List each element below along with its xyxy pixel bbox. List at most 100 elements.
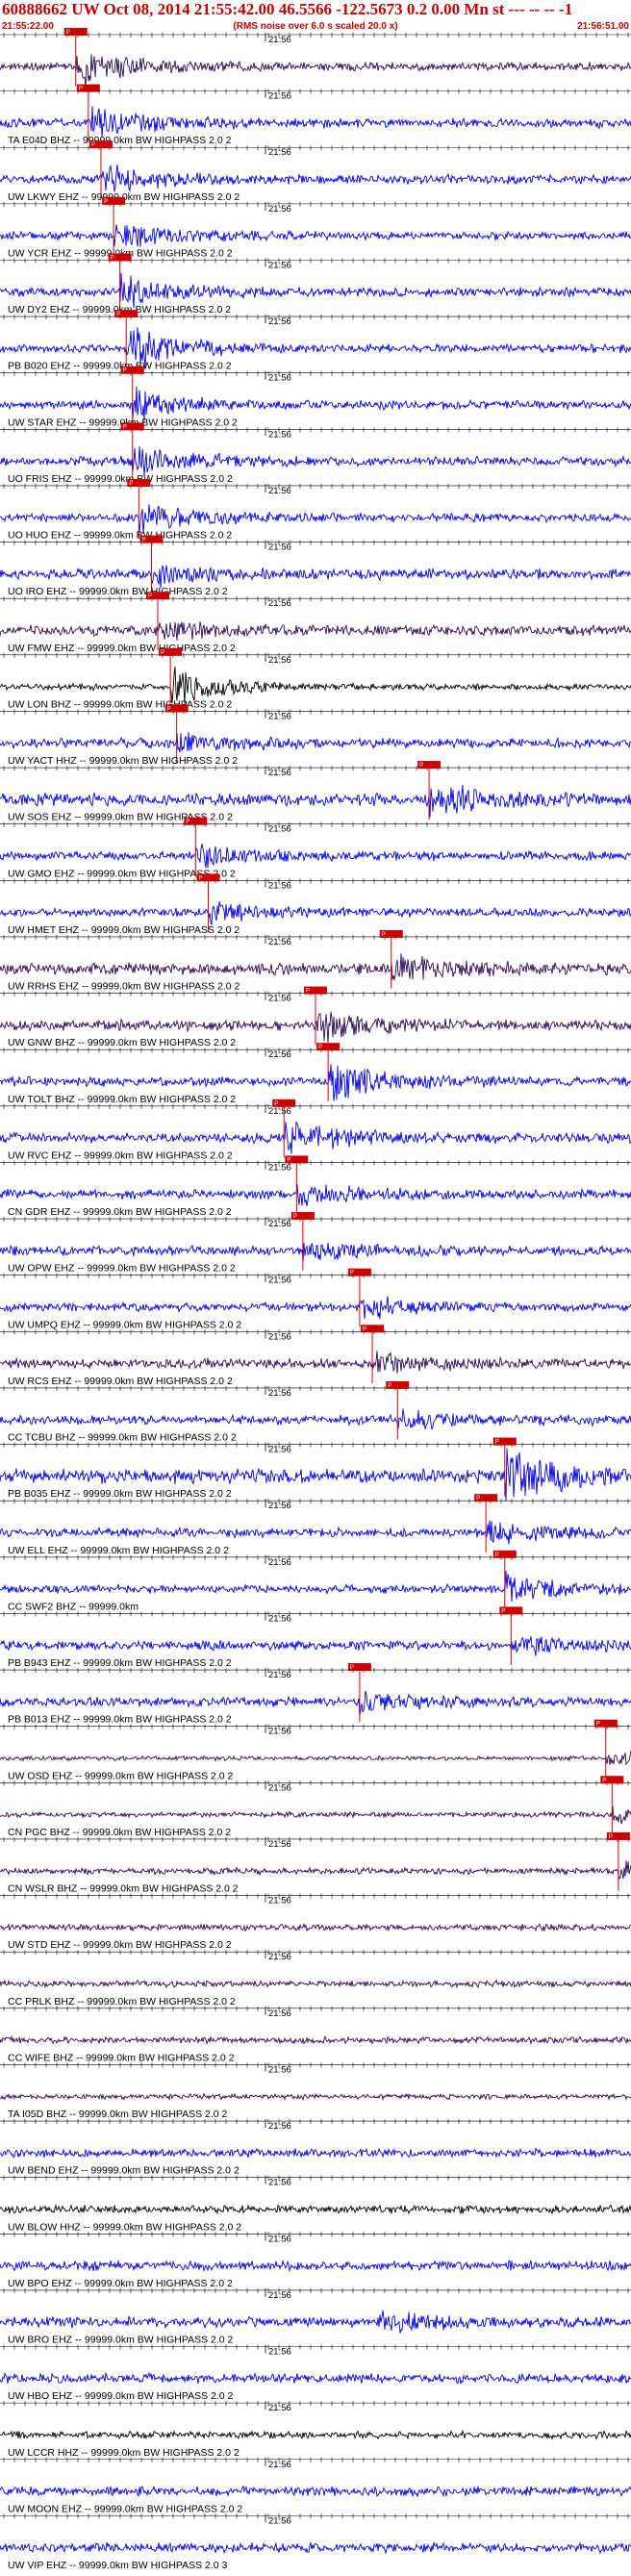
trace-ticks xyxy=(3,2006,629,2011)
pick-box xyxy=(76,84,100,92)
station-label: CN PGC BHZ -- 99999.0km BW HIGHPASS 2.0 … xyxy=(8,1827,231,1838)
time-mark-label: 21:56 xyxy=(268,1445,291,1455)
waveform xyxy=(0,445,631,476)
trace-ticks xyxy=(3,1442,629,1448)
pick-label: P xyxy=(148,593,152,599)
time-mark-label: 21:56 xyxy=(268,1501,291,1511)
time-mark-label: 21:56 xyxy=(268,1049,291,1060)
station-label: UW MOON EHZ -- 99999.0km BW HIGHPASS 2.0… xyxy=(8,2503,242,2514)
waveform xyxy=(0,1636,631,1656)
station-label: PB B943 EHZ -- 99999.0km BW HIGHPASS 2.0… xyxy=(8,1657,232,1669)
station-label: PB B035 EHZ -- 99999.0km BW HIGHPASS 2.0… xyxy=(8,1488,232,1500)
pick-box xyxy=(499,1606,523,1615)
time-mark-label: 21:56 xyxy=(268,486,291,496)
pick-box xyxy=(164,704,189,713)
pick-label: P xyxy=(350,1271,354,1276)
waveform xyxy=(0,1296,631,1320)
station-label: UW BPO EHZ -- 99999.0km BW HIGHPASS 2.0 … xyxy=(8,2278,233,2289)
time-mark-label: 21:56 xyxy=(268,1557,291,1568)
time-mark-label: 21:56 xyxy=(268,655,291,666)
station-label: PB B013 EHZ -- 99999.0km BW HIGHPASS 2.0… xyxy=(8,1714,232,1726)
time-mark-label: 21:56 xyxy=(268,937,291,947)
time-mark-label: 21:56 xyxy=(268,1613,291,1624)
trace-ticks xyxy=(3,596,629,602)
trace-ticks xyxy=(3,652,629,658)
trace-ticks xyxy=(3,2457,629,2462)
waveform xyxy=(0,1750,631,1766)
waveform xyxy=(0,2147,631,2159)
trace-ticks xyxy=(3,33,629,38)
trace-ticks xyxy=(3,2175,629,2181)
pick-label: P xyxy=(609,1834,613,1840)
time-mark-label: 21:56 xyxy=(268,880,291,891)
time-mark-label: 21:56 xyxy=(268,711,291,721)
waveform xyxy=(0,2203,631,2215)
pick-label: P xyxy=(602,1778,606,1783)
end-time: 21:56:51.00 xyxy=(577,21,629,32)
time-mark-label: 21:56 xyxy=(268,316,291,327)
pick-box xyxy=(492,1550,517,1558)
station-label: UW LON BHZ -- 99999.0km BW HIGHPASS 2.0 … xyxy=(8,698,232,710)
station-label: UW LCCR HHZ -- 99999.0km BW HIGHPASS 2.0… xyxy=(8,2447,240,2459)
trace-ticks xyxy=(3,258,629,264)
station-label: UW HMET EHZ -- 99999.0km BW HIGHPASS 2.0… xyxy=(8,924,240,936)
trace-ticks xyxy=(3,2401,629,2407)
waveform xyxy=(0,732,631,753)
pick-label: P xyxy=(419,763,423,769)
time-mark-label: 21:56 xyxy=(268,2008,291,2019)
waveform xyxy=(0,1064,631,1101)
station-label: UO FRIS EHZ -- 99999.0km BW HIGHPASS 2.0… xyxy=(8,473,233,485)
pick-box xyxy=(159,647,183,656)
station-label: UW OPW EHZ -- 99999.0km BW HIGHPASS 2.0 … xyxy=(8,1263,236,1275)
pick-box xyxy=(417,761,442,770)
pick-label: P xyxy=(306,989,310,995)
trace-ticks xyxy=(3,821,629,827)
station-label: UO IRO EHZ -- 99999.0km BW HIGHPASS 2.0 … xyxy=(8,586,228,597)
station-label: UW RVC EHZ -- 99999.0km BW HIGHPASS 2.0 … xyxy=(8,1149,233,1161)
pick-label: P xyxy=(350,1665,354,1671)
trace-ticks xyxy=(3,315,629,320)
waveform xyxy=(0,1806,631,1825)
time-mark-label: 21:56 xyxy=(268,1727,291,1737)
pick-label: P xyxy=(495,1440,499,1446)
pick-label: P xyxy=(495,1553,499,1558)
pick-label: P xyxy=(186,820,189,825)
time-mark-label: 21:56 xyxy=(268,2121,291,2132)
trace-ticks xyxy=(3,2513,629,2519)
waveform xyxy=(0,1979,631,1989)
station-label: UW SOS EHZ -- 99999.0km BW HIGHPASS 2.0 … xyxy=(8,812,233,823)
waveform xyxy=(0,844,631,869)
waveform xyxy=(0,1520,631,1545)
station-label: UW GMO EHZ -- 99999.0km BW HIGHPASS 2.0 … xyxy=(8,868,236,879)
pick-box xyxy=(492,1437,517,1446)
start-time: 21:55:22.00 xyxy=(2,21,54,32)
time-mark-label: 21:56 xyxy=(268,373,291,384)
waveform xyxy=(0,621,631,641)
pick-box xyxy=(114,310,139,318)
pick-label: P xyxy=(123,368,127,374)
waveform xyxy=(0,2034,631,2046)
pick-label: P xyxy=(363,1326,366,1332)
pick-box xyxy=(285,1155,309,1164)
pick-box xyxy=(139,535,164,543)
pick-label: P xyxy=(501,1608,505,1614)
waveform xyxy=(0,565,631,589)
station-label: CN WSLR BHZ -- 99999.0km BW HIGHPASS 2.0… xyxy=(8,1883,239,1895)
waveform xyxy=(0,1860,631,1881)
waveform xyxy=(0,1922,631,1932)
time-mark-label: 21:56 xyxy=(268,1839,291,1850)
pick-box xyxy=(63,28,88,36)
time-mark-label: 21:56 xyxy=(268,2178,291,2188)
time-mark-label: 21:56 xyxy=(268,1670,291,1680)
trace-ticks xyxy=(3,2062,629,2068)
pick-label: P xyxy=(476,1496,480,1502)
pick-box xyxy=(120,422,144,431)
pick-label: P xyxy=(91,142,95,148)
pick-label: P xyxy=(141,538,145,543)
station-label: UW FMW EHZ -- 99999.0km BW HIGHPASS 2.0 … xyxy=(8,643,236,654)
station-label: CC WIFE BHZ -- 99999.0km BW HIGHPASS 2.0… xyxy=(8,2052,235,2063)
pick-label: P xyxy=(382,932,386,938)
waveform xyxy=(0,164,631,192)
waveform xyxy=(0,54,631,88)
